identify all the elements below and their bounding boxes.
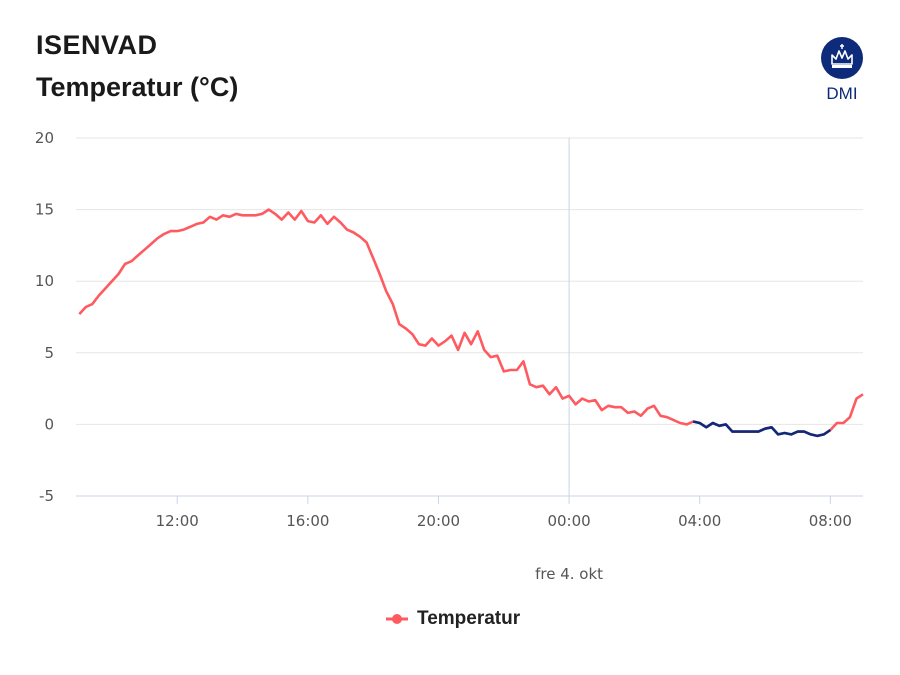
y-tick-label: 20: [35, 129, 54, 147]
legend[interactable]: Temperatur: [385, 608, 520, 630]
legend-label: Temperatur: [417, 608, 521, 629]
grid-lines: [76, 137, 863, 496]
x-tick-label: 16:00: [286, 512, 329, 530]
x-tick-label: 12:00: [156, 512, 199, 530]
crown-emblem-icon: [821, 37, 863, 79]
legend-circle-icon: [386, 614, 408, 624]
y-tick-label: 10: [35, 272, 54, 290]
tick-labels: -5 0 5 10 15 20 12:00 16:00 20:00 00:00 04:00 08:00…: [35, 129, 852, 583]
dmi-logo[interactable]: DMI: [820, 36, 864, 106]
dmi-logo-text: DMI: [826, 84, 858, 103]
y-tick-label: 0: [44, 415, 54, 433]
series-lines: [78, 208, 864, 438]
x-tick-label: 08:00: [809, 512, 852, 530]
x-tick-label: 00:00: [547, 512, 590, 530]
x-tick-label: 04:00: [678, 512, 721, 530]
y-tick-label: 5: [44, 344, 54, 362]
forecast-temperature-line: [692, 420, 832, 438]
y-tick-label: -5: [39, 487, 54, 505]
x-tick-label: 20:00: [417, 512, 460, 530]
chart-title: Temperatur (°C): [36, 72, 239, 102]
observed-temperature-line: [78, 208, 864, 438]
y-tick-label: 15: [35, 201, 54, 219]
station-title: ISENVAD: [36, 30, 158, 60]
axes: [76, 495, 863, 504]
day-label: fre 4. okt: [535, 565, 603, 583]
